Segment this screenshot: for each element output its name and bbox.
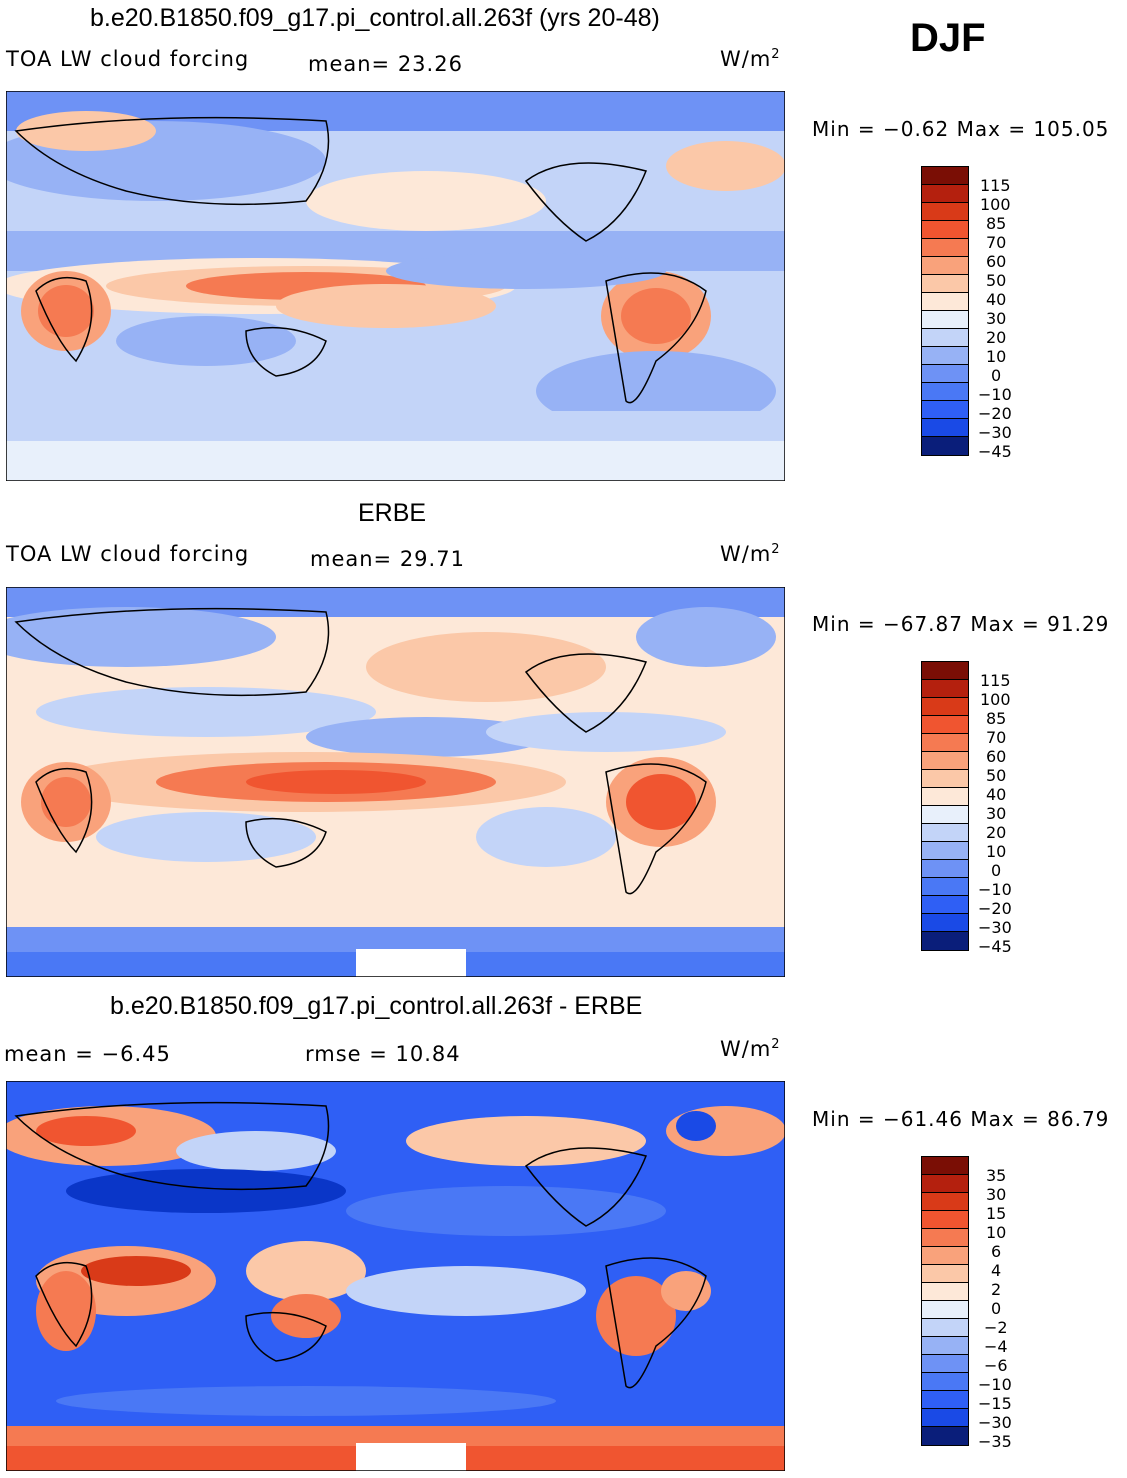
panel2-units: W/m2 — [720, 542, 781, 566]
tick-label: 0 — [991, 366, 1002, 385]
tick-label: 15 — [986, 1204, 1007, 1223]
tick-label: 10 — [986, 1223, 1007, 1242]
panel3-map — [6, 1081, 785, 1471]
panel3-rmse: rmse = 10.84 — [305, 1042, 461, 1066]
panel2-minmax: Min = −67.87 Max = 91.29 — [812, 612, 1110, 636]
tick-label: 115 — [980, 176, 1011, 195]
tick-label: 30 — [986, 1185, 1007, 1204]
tick-label: 2 — [991, 1280, 1002, 1299]
tick-label: 40 — [986, 785, 1007, 804]
panel3-minmax: Min = −61.46 Max = 86.79 — [812, 1107, 1110, 1131]
tick-label: 100 — [980, 195, 1011, 214]
tick-label: −45 — [978, 442, 1012, 461]
tick-label: 0 — [991, 1299, 1002, 1318]
tick-label: −10 — [978, 1375, 1012, 1394]
tick-label: 0 — [991, 861, 1002, 880]
tick-label: 70 — [986, 728, 1007, 747]
tick-label: 60 — [986, 747, 1007, 766]
tick-label: −10 — [978, 385, 1012, 404]
tick-label: −30 — [978, 918, 1012, 937]
tick-label: −30 — [978, 423, 1012, 442]
panel3-colorbar — [921, 1156, 969, 1446]
tick-label: 35 — [986, 1166, 1007, 1185]
tick-label: 60 — [986, 252, 1007, 271]
season-label: DJF — [910, 16, 986, 60]
panel2-colorbar — [921, 661, 969, 951]
panel3-mean: mean = −6.45 — [4, 1042, 171, 1066]
tick-label: 40 — [986, 290, 1007, 309]
panel2-map — [6, 587, 785, 977]
tick-label: 100 — [980, 690, 1011, 709]
panel1-minmax: Min = −0.62 Max = 105.05 — [812, 117, 1110, 141]
tick-label: −20 — [978, 404, 1012, 423]
tick-label: 4 — [991, 1261, 1002, 1280]
tick-label: 20 — [986, 823, 1007, 842]
panel2-title: ERBE — [358, 499, 427, 527]
tick-label: 20 — [986, 328, 1007, 347]
panel1-map — [6, 91, 785, 481]
tick-label: −10 — [978, 880, 1012, 899]
tick-label: 30 — [986, 309, 1007, 328]
panel3-title: b.e20.B1850.f09_g17.pi_control.all.263f … — [110, 992, 643, 1020]
tick-label: −20 — [978, 899, 1012, 918]
panel1-mean: mean= 23.26 — [308, 52, 463, 76]
tick-label: 10 — [986, 842, 1007, 861]
panel1-variable-label: TOA LW cloud forcing — [6, 47, 250, 71]
panel2-variable-label: TOA LW cloud forcing — [6, 542, 250, 566]
tick-label: −30 — [978, 1413, 1012, 1432]
tick-label: 85 — [986, 214, 1007, 233]
tick-label: −2 — [984, 1318, 1008, 1337]
tick-label: −6 — [984, 1356, 1008, 1375]
tick-label: −4 — [984, 1337, 1008, 1356]
tick-label: 50 — [986, 271, 1007, 290]
tick-label: 85 — [986, 709, 1007, 728]
tick-label: −15 — [978, 1394, 1012, 1413]
tick-label: −35 — [978, 1432, 1012, 1451]
panel2-mean: mean= 29.71 — [310, 547, 465, 571]
panel1-units: W/m2 — [720, 47, 781, 71]
tick-label: 115 — [980, 671, 1011, 690]
tick-label: 10 — [986, 347, 1007, 366]
panel1-colorbar — [921, 166, 969, 456]
tick-label: 6 — [991, 1242, 1002, 1261]
tick-label: 70 — [986, 233, 1007, 252]
tick-label: 30 — [986, 804, 1007, 823]
panel3-units: W/m2 — [720, 1037, 781, 1061]
tick-label: 50 — [986, 766, 1007, 785]
tick-label: −45 — [978, 937, 1012, 956]
panel1-title: b.e20.B1850.f09_g17.pi_control.all.263f … — [90, 4, 660, 32]
